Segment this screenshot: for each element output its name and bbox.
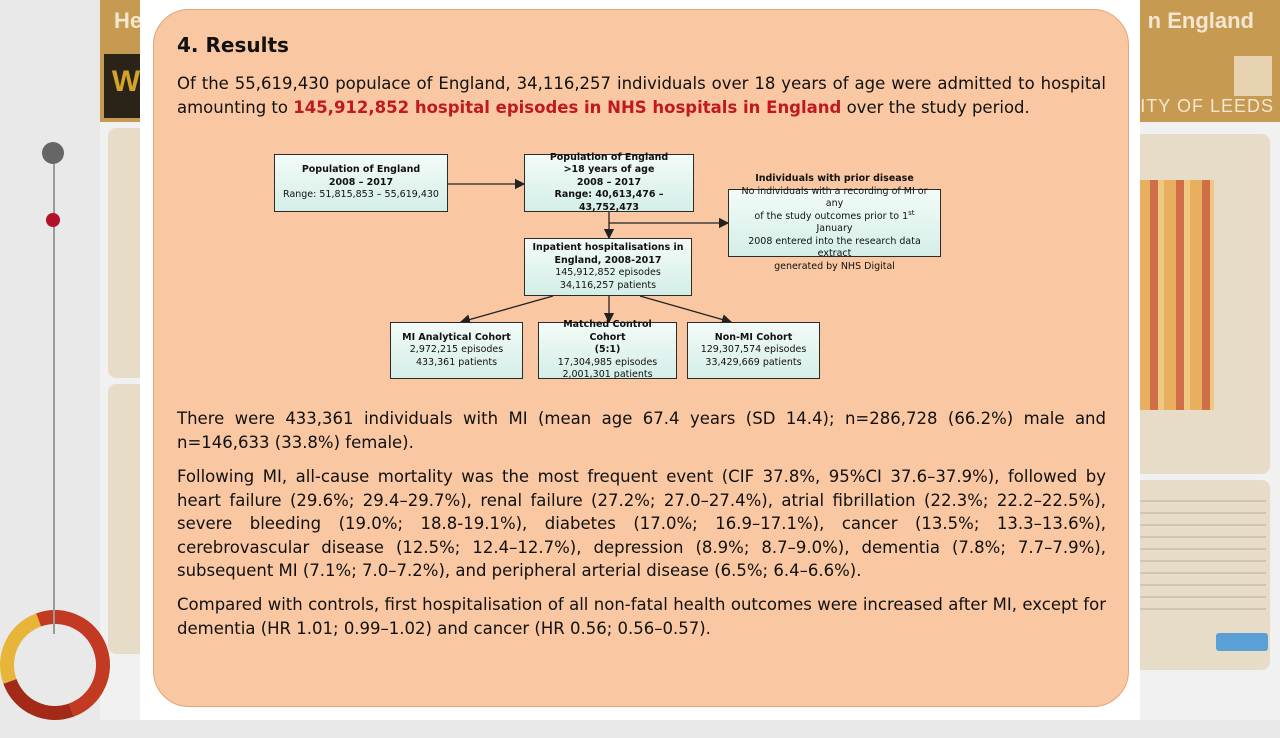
flow-box-adults: Population of England >18 years of age 2… [524, 151, 694, 213]
cohort-flowchart: Population of England 2008 – 2017 Range:… [270, 152, 950, 384]
flow-box-control-cohort: Matched Control Cohort (5:1) 17,304,985 … [538, 319, 677, 381]
scroll-timeline [53, 164, 55, 634]
flow-box-episodes: 2,972,215 episodes [409, 344, 504, 356]
flow-box-patients: 433,361 patients [415, 356, 498, 368]
timeline-dot-active[interactable] [46, 213, 60, 227]
outcomes-paragraph: Following MI, all-cause mortality was th… [177, 467, 1106, 580]
flow-box-population: Population of England 2008 – 2017 Range:… [274, 154, 448, 212]
poster-university-name: SITY OF LEEDS [1127, 96, 1274, 116]
university-emblem-icon [1234, 56, 1272, 96]
flow-box-inpatient: Inpatient hospitalisations in England, 2… [524, 238, 692, 296]
poster-title-fragment-right: n England [1147, 8, 1254, 33]
intro-text: Of the 55,619,430 populace of England, 3… [177, 74, 1106, 117]
flow-box-title: MI Analytical Cohort [402, 331, 511, 343]
poster-heatmap-image [1138, 180, 1214, 410]
flow-box-title: (5:1) [594, 344, 621, 356]
intro-highlight: 145,912,852 hospital episodes in NHS hos… [293, 97, 842, 117]
arrow-to-nonmi-cohort [639, 295, 733, 325]
flow-box-nonmi-cohort: Non-MI Cohort 129,307,574 episodes 33,42… [687, 322, 820, 379]
flow-box-patients: 33,429,669 patients [705, 356, 802, 368]
timeline-dot-gray[interactable] [42, 142, 64, 164]
flow-box-title: Matched Control Cohort [563, 319, 652, 343]
flow-box-mi-cohort: MI Analytical Cohort 2,972,215 episodes … [390, 322, 523, 379]
flow-box-years: 2008 – 2017 [576, 176, 642, 188]
flow-box-line: 2008 entered into the research data extr… [748, 235, 921, 260]
results-heading: 4. Results [177, 33, 289, 57]
flow-box-title: Individuals with prior disease [755, 173, 914, 184]
flow-box-prior-disease: Individuals with prior disease No indivi… [728, 173, 941, 272]
results-intro-paragraph: Of the 55,619,430 populace of England, 3… [177, 72, 1106, 119]
intro-text-end: over the study period. [841, 97, 1030, 117]
flow-box-episodes: 17,304,985 episodes [557, 356, 658, 368]
comparison-paragraph: Compared with controls, first hospitalis… [177, 595, 1106, 638]
mi-demographics-paragraph: There were 433,361 individuals with MI (… [177, 409, 1106, 452]
flow-box-episodes: 129,307,574 episodes [700, 344, 807, 356]
flowchart-connectors [448, 178, 733, 325]
flow-box-patients: 2,001,301 patients [562, 369, 653, 381]
poster-text-lines [1138, 500, 1266, 620]
twitter-badge-icon[interactable] [1216, 633, 1268, 651]
flow-box-patients: 34,116,257 patients [559, 279, 657, 291]
flow-box-title: Population of England [549, 151, 669, 163]
flow-box-title: Inpatient hospitalisations in [532, 242, 684, 253]
flow-box-age: >18 years of age [563, 164, 655, 176]
poster-title-fragment-left: He [114, 8, 143, 33]
flow-box-title: England, 2008-2017 [554, 254, 662, 266]
flow-box-title: Non-MI Cohort [714, 331, 793, 343]
flow-box-line: generated by NHS Digital [774, 260, 895, 272]
flow-box-line: of the study outcomes prior to 1st Janua… [754, 208, 915, 234]
flow-box-episodes: 145,912,852 episodes [555, 267, 661, 278]
flow-box-line: No individuals with a recording of MI or… [741, 185, 928, 210]
flow-box-range: Range: 40,613,476 – 43,752,473 [554, 189, 664, 213]
flow-box-years: 2008 – 2017 [328, 176, 394, 188]
arrow-to-mi-cohort [459, 295, 554, 325]
flow-box-range: Range: 51,815,853 – 55,619,430 [283, 189, 439, 201]
flow-box-title: Population of England [301, 164, 421, 176]
